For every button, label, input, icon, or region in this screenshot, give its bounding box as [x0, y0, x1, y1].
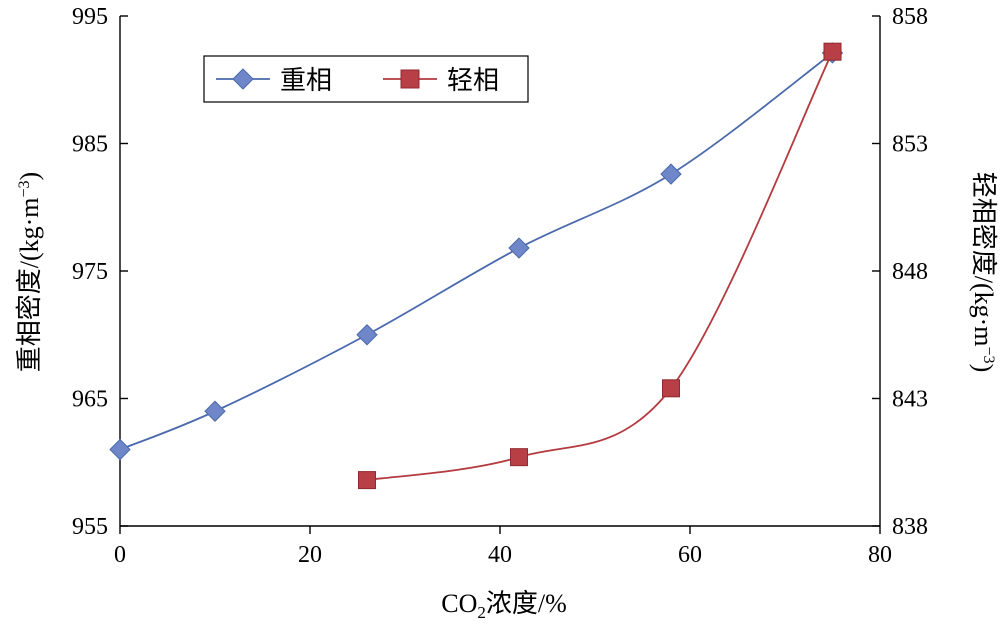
right-y-tick-label: 858: [892, 4, 928, 30]
left-y-tick-label: 955: [72, 514, 108, 540]
left-y-tick-label: 965: [72, 387, 108, 413]
right-y-axis-title-end: ): [969, 364, 998, 373]
legend-label-light: 轻相: [447, 66, 499, 95]
series-line-heavy: [119, 52, 834, 451]
data-point-heavy: [204, 400, 226, 422]
x-tick-label: 80: [868, 542, 892, 568]
x-axis-title: CO2浓度/%: [441, 589, 567, 622]
data-point-light: [358, 471, 376, 490]
legend-marker-light: [400, 69, 420, 89]
legend-label-heavy: 重相: [280, 66, 332, 95]
legend: 重相 轻相: [203, 55, 529, 103]
left-y-axis-title: 重相密度/(kg·m−3): [15, 172, 44, 372]
legend-marker-heavy: [232, 68, 254, 90]
data-point-heavy: [356, 324, 378, 346]
left-y-tick-label: 995: [72, 4, 108, 30]
right-y-axis-title-main: 轻相密度/(kg·m: [969, 172, 998, 347]
x-axis-title-subscript: 2: [477, 603, 486, 622]
right-y-tick-label: 853: [892, 132, 928, 158]
x-axis-title-prefix: CO: [441, 589, 477, 618]
x-tick-label: 40: [488, 542, 512, 568]
left-y-axis-title-main: 重相密度/(kg·m: [15, 197, 44, 372]
data-point-heavy: [508, 237, 530, 259]
x-tick-label: 60: [678, 542, 702, 568]
left-y-tick-label: 985: [72, 132, 108, 158]
data-point-heavy: [660, 163, 682, 185]
data-point-heavy: [109, 438, 131, 461]
series-line-light: [366, 51, 834, 481]
data-point-light: [823, 42, 842, 61]
right-y-tick-label: 843: [892, 387, 928, 413]
data-point-light: [662, 379, 680, 398]
right-y-tick-label: 838: [892, 514, 928, 540]
plot-series: [109, 42, 844, 490]
x-axis-title-suffix: 浓度/%: [486, 589, 567, 618]
left-y-axis-title-sup: −3: [16, 180, 33, 197]
left-y-axis-title-end: ): [15, 172, 44, 181]
left-y-tick-label: 975: [72, 259, 108, 285]
data-point-light: [510, 448, 528, 467]
axes: 0 20 40 60 80 955 965 975 985 995 838 843 848 853 858: [72, 4, 928, 568]
right-y-tick-label: 848: [892, 259, 928, 285]
x-tick-label: 0: [114, 542, 126, 568]
x-tick-label: 20: [298, 542, 322, 568]
right-y-axis-title-sup: −3: [980, 347, 997, 364]
right-y-axis-title: 轻相密度/(kg·m−3): [969, 172, 998, 372]
